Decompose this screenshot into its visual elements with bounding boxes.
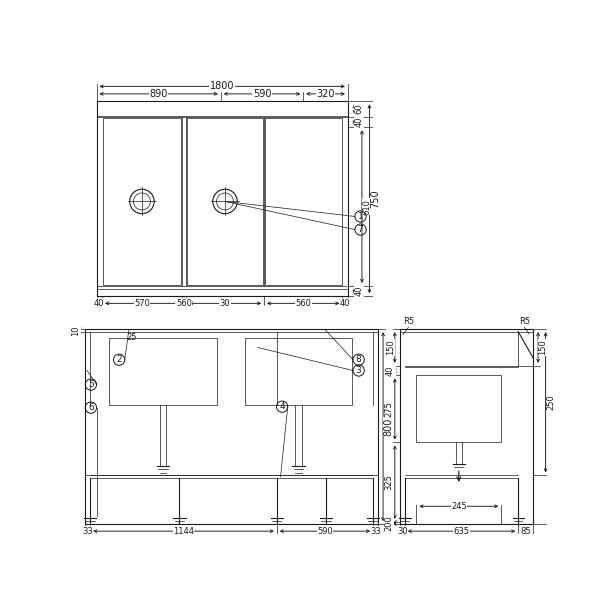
Text: 610: 610 xyxy=(362,199,371,215)
Text: 800: 800 xyxy=(384,417,393,436)
Bar xyxy=(96,101,348,296)
Text: 275: 275 xyxy=(385,401,393,417)
Bar xyxy=(109,338,217,404)
Text: 60: 60 xyxy=(354,104,363,115)
Text: 750: 750 xyxy=(370,190,380,208)
Text: 590: 590 xyxy=(317,526,333,536)
Text: 40: 40 xyxy=(340,299,350,308)
Text: 560: 560 xyxy=(295,299,311,308)
Bar xyxy=(85,329,378,524)
Text: 30: 30 xyxy=(220,299,231,308)
Bar xyxy=(400,329,533,524)
Text: 590: 590 xyxy=(253,89,271,99)
Text: 890: 890 xyxy=(149,89,168,99)
Bar xyxy=(245,338,353,404)
Text: 320: 320 xyxy=(316,89,335,99)
Text: 1144: 1144 xyxy=(173,526,194,536)
Text: 40: 40 xyxy=(386,365,395,376)
Text: 5: 5 xyxy=(88,380,94,389)
Text: R5: R5 xyxy=(519,317,530,326)
Text: 40: 40 xyxy=(94,299,104,308)
Bar xyxy=(417,376,501,442)
Text: 245: 245 xyxy=(451,502,467,511)
Text: 560: 560 xyxy=(176,299,192,308)
Text: 200: 200 xyxy=(385,515,393,531)
Text: 33: 33 xyxy=(82,526,93,536)
Text: 3: 3 xyxy=(356,366,362,375)
Text: 25: 25 xyxy=(126,332,137,342)
Text: 40: 40 xyxy=(354,117,363,127)
Text: 33: 33 xyxy=(370,526,381,536)
Text: 40: 40 xyxy=(354,286,363,296)
Text: 150: 150 xyxy=(538,340,547,356)
Text: 4: 4 xyxy=(279,402,285,411)
Text: 30: 30 xyxy=(397,526,407,536)
Bar xyxy=(187,118,264,285)
Text: 10: 10 xyxy=(71,325,81,336)
Text: 8: 8 xyxy=(356,355,362,364)
Text: 325: 325 xyxy=(385,474,393,490)
Text: 7: 7 xyxy=(357,225,364,234)
Text: R5: R5 xyxy=(403,317,414,326)
Text: 85: 85 xyxy=(520,526,531,536)
Text: 2: 2 xyxy=(117,355,122,364)
Text: 6: 6 xyxy=(88,403,94,412)
Text: 250: 250 xyxy=(547,395,555,410)
Text: 150: 150 xyxy=(386,340,395,356)
Bar xyxy=(103,118,181,285)
Text: 635: 635 xyxy=(454,526,470,536)
Bar xyxy=(265,118,342,285)
Text: 570: 570 xyxy=(134,299,150,308)
Text: 1: 1 xyxy=(357,212,364,221)
Text: 1800: 1800 xyxy=(210,81,234,92)
